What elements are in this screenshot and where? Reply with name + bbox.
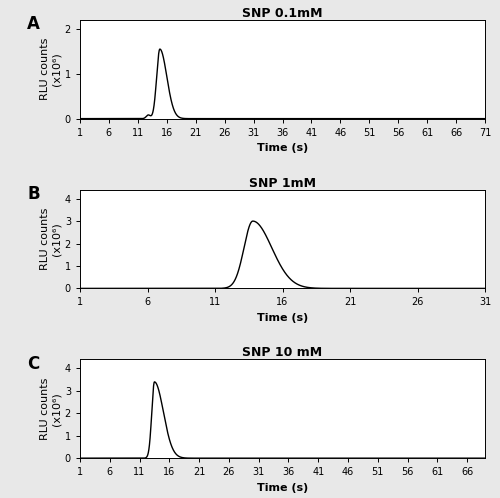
Text: B: B <box>28 185 40 203</box>
Y-axis label: RLU counts
(x10⁶): RLU counts (x10⁶) <box>40 208 62 270</box>
Title: SNP 0.1mM: SNP 0.1mM <box>242 7 323 20</box>
Y-axis label: RLU counts
(x10⁶): RLU counts (x10⁶) <box>40 377 62 440</box>
Title: SNP 10 mM: SNP 10 mM <box>242 347 322 360</box>
X-axis label: Time (s): Time (s) <box>257 313 308 323</box>
Text: A: A <box>28 15 40 33</box>
X-axis label: Time (s): Time (s) <box>257 483 308 493</box>
X-axis label: Time (s): Time (s) <box>257 143 308 153</box>
Y-axis label: RLU counts
(x10⁶): RLU counts (x10⁶) <box>40 38 62 101</box>
Text: C: C <box>28 355 40 373</box>
Title: SNP 1mM: SNP 1mM <box>249 177 316 190</box>
